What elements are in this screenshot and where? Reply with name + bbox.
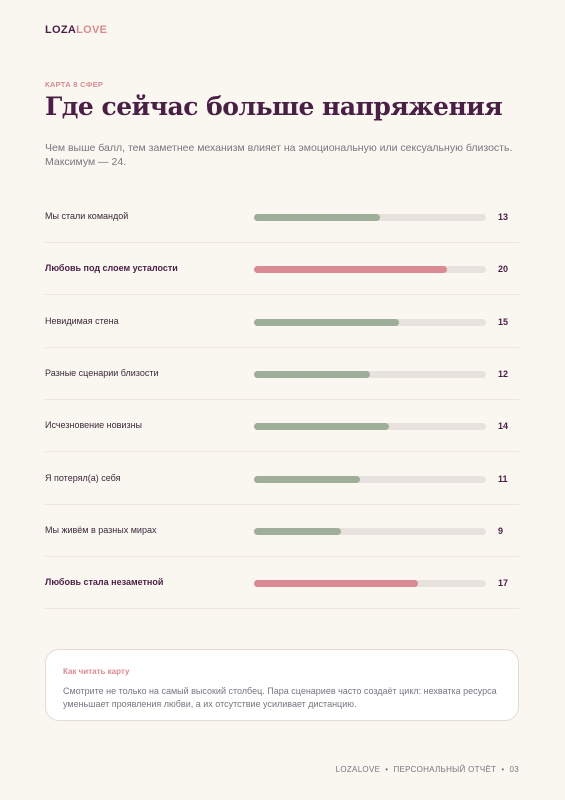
row-label: Разные сценарии близости: [45, 367, 159, 378]
row-label: Мы стали командой: [45, 211, 129, 221]
row-label: Невидимая стена: [45, 315, 119, 326]
value-label: 11: [498, 473, 508, 484]
row-divider: [45, 503, 519, 505]
row-divider: [45, 451, 519, 453]
value-label: 20: [498, 264, 509, 275]
bar-track: [254, 266, 486, 274]
bar-track: [254, 318, 486, 326]
bar: [254, 527, 341, 535]
value-label: 9: [498, 525, 504, 536]
footer: LOZALOVE • ПЕРСОНАЛЬНЫЙ ОТЧЁТ • 03: [335, 765, 519, 774]
brand-part: LOZA: [45, 24, 77, 36]
bar-track: [254, 580, 486, 588]
row-divider: [45, 242, 519, 243]
bar: [254, 475, 361, 483]
bar-track: [254, 214, 486, 221]
footer-label: ПЕРСОНАЛЬНЫЙ ОТЧЁТ: [393, 765, 497, 774]
bar: [254, 370, 370, 378]
brand: LOZALOVE: [45, 24, 107, 36]
value-label: 17: [498, 578, 509, 589]
bar-track: [254, 527, 486, 535]
value-label: 15: [498, 316, 509, 327]
row-label: Я потерял(а) себя: [45, 472, 121, 483]
row-divider: [45, 608, 519, 610]
bar-track: [254, 370, 486, 378]
page-number: 03: [509, 765, 519, 774]
bar: [254, 423, 390, 431]
row-divider: [45, 346, 519, 348]
eyebrow: КАРТА 8 СФЕР: [45, 80, 104, 89]
value-label: 13: [498, 212, 509, 222]
note-card: Как читать карту Смотрите не только на с…: [45, 649, 519, 721]
row-divider: [45, 555, 519, 557]
value-label: 14: [498, 421, 509, 432]
footer-brand: LOZALOVE: [335, 765, 381, 774]
bar: [254, 214, 380, 221]
row-label: Мы живём в разных мирах: [45, 524, 157, 535]
value-label: 12: [498, 368, 509, 379]
subtitle: Чем выше балл, тем заметнее механизм вли…: [45, 142, 513, 168]
note-title: Как читать карту: [63, 667, 130, 676]
row-label: Исчезновение новизны: [45, 420, 143, 431]
note-text: Смотрите не только на самый высокий стол…: [63, 686, 497, 709]
title: Где сейчас больше напряжения: [45, 92, 503, 121]
bar: [254, 266, 448, 274]
bar: [254, 580, 419, 588]
row-divider: [45, 398, 519, 400]
row-label: Любовь под слоем усталости: [45, 263, 178, 274]
row-divider: [45, 294, 519, 296]
bar-track: [254, 475, 486, 483]
bar: [254, 318, 399, 326]
bar-track: [254, 423, 486, 431]
brand-part: LOVE: [76, 24, 108, 36]
row-label: Любовь стала незаметной: [45, 577, 164, 588]
